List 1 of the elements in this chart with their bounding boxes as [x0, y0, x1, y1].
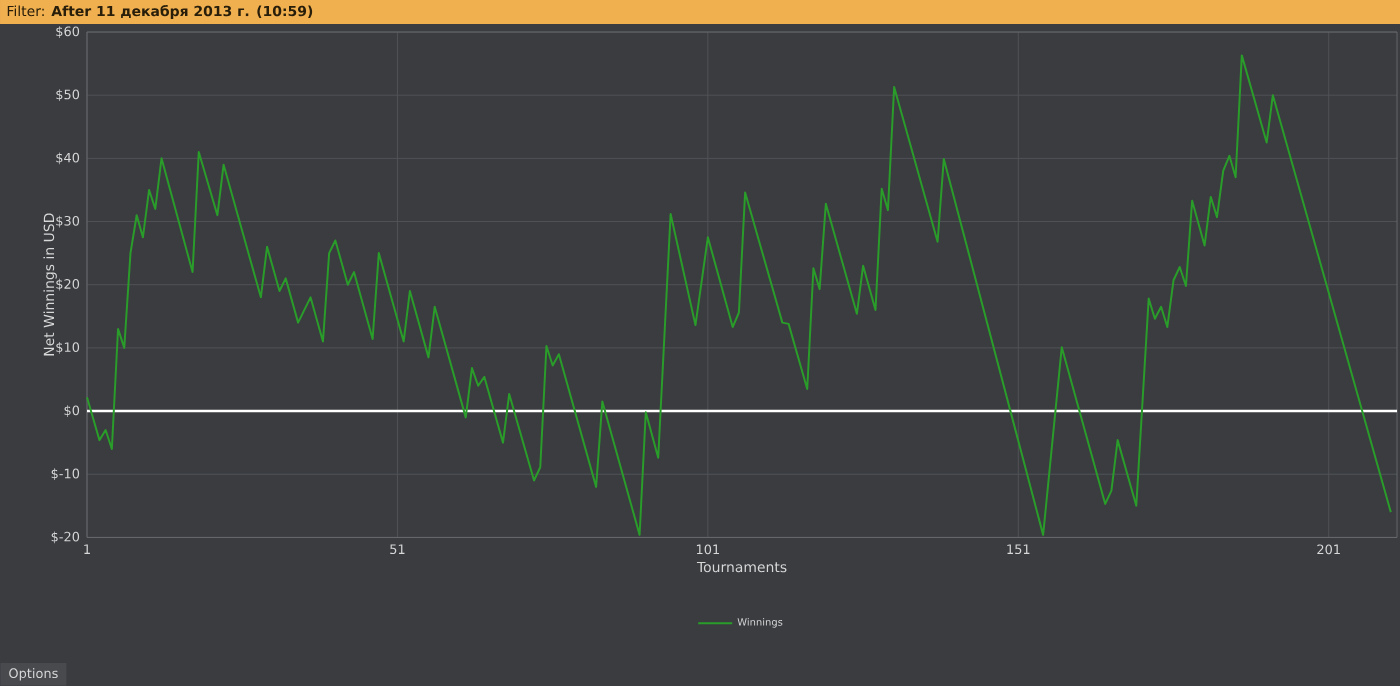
- line-series: [86, 54, 1392, 536]
